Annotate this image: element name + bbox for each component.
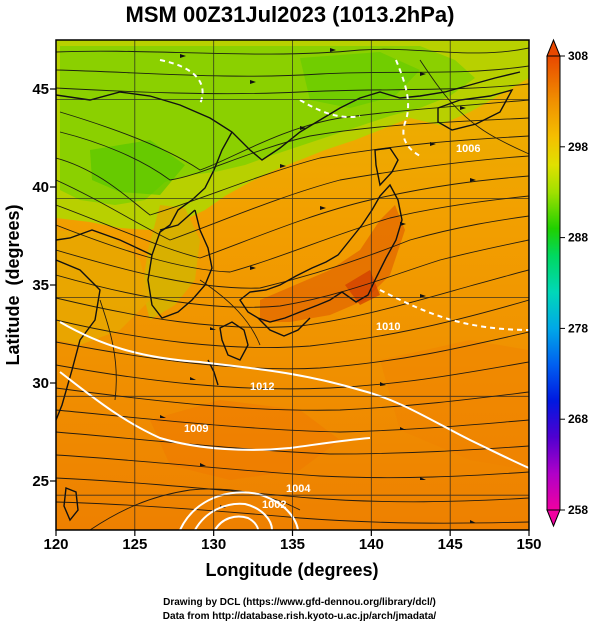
x-tick-label: 150	[516, 536, 541, 553]
colorbar-tick-label: 288	[568, 231, 588, 245]
credit-data: Data from http://database.rish.kyoto-u.a…	[162, 611, 437, 622]
isobar-label: 1004	[286, 483, 311, 495]
y-tick-label: 35	[32, 277, 49, 294]
x-tick-label: 145	[438, 536, 463, 553]
x-tick-label: 140	[359, 536, 384, 553]
y-tick-label: 30	[32, 375, 49, 392]
y-axis-label: Latitude (degrees)	[3, 204, 23, 365]
chart-title: MSM 00Z31Jul2023 (1013.2hPa)	[125, 2, 455, 27]
colorbar-tick-label: 308	[568, 49, 588, 63]
isobar-label: 1006	[456, 143, 480, 155]
x-tick-label: 130	[201, 536, 226, 553]
y-tick-label: 40	[32, 179, 49, 196]
isobar-label: 1009	[184, 423, 208, 435]
isobar-label: 1002	[262, 499, 286, 511]
temperature-map: 1010 1012 1009 1002 1004 1006	[56, 40, 529, 530]
colorbar-tick-label: 298	[568, 140, 588, 154]
x-tick-label: 120	[43, 536, 68, 553]
x-tick-label: 125	[122, 536, 147, 553]
isobar-label: 1010	[376, 321, 400, 333]
colorbar-tick-label: 278	[568, 321, 588, 335]
colorbar-tick-label: 268	[568, 412, 588, 426]
colorbar-tick-label: 258	[568, 503, 588, 517]
y-tick-label: 45	[32, 81, 49, 98]
credit-drawing: Drawing by DCL (https://www.gfd-dennou.o…	[163, 597, 436, 608]
isobar-label: 1012	[250, 381, 274, 393]
x-axis-label: Longitude (degrees)	[205, 560, 378, 580]
colorbar: 308 298 288 278 268 258	[546, 38, 588, 528]
x-tick-label: 135	[280, 536, 305, 553]
y-tick-label: 25	[32, 473, 49, 490]
